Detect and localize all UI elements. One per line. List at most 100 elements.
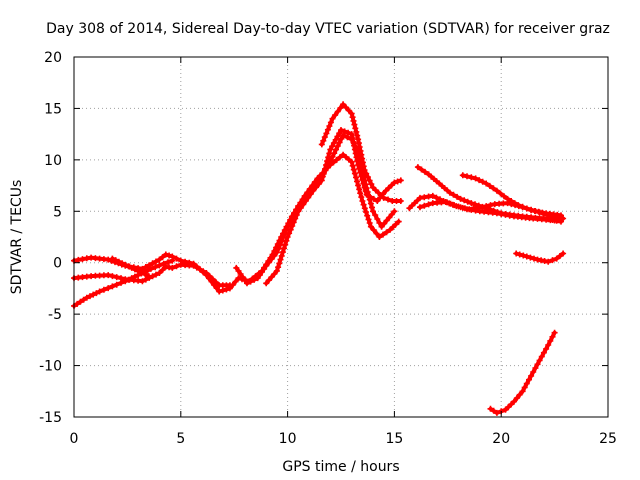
data-point-marker [80,296,87,303]
data-point-marker [354,132,361,139]
data-point-marker [385,196,391,203]
data-point-marker [521,384,528,391]
series-track-g [318,101,404,204]
data-point-marker [324,126,331,133]
data-point-marker [337,104,344,111]
data-point-marker [501,193,507,200]
data-point-marker [520,252,527,259]
data-point-marker [334,108,341,115]
data-point-marker [457,204,464,211]
data-point-marker [273,249,280,256]
y-tick-label: 5 [53,204,62,220]
data-point-marker [511,398,517,405]
data-point-marker [142,276,149,283]
data-point-marker [275,245,282,252]
data-point-marker [336,139,343,146]
data-point-marker [112,257,119,264]
data-point-marker [340,101,347,108]
data-point-marker [348,110,355,117]
data-point-marker [232,278,239,285]
data-point-marker [350,138,357,145]
data-point-marker [486,182,493,189]
data-point-marker [515,203,522,210]
x-tick-label: 25 [599,431,617,447]
data-point-marker [156,270,163,276]
data-point-marker [490,185,497,192]
data-point-marker [527,254,534,261]
data-point-marker [139,278,146,285]
data-point-marker [380,194,387,201]
data-point-marker [365,216,372,223]
data-point-marker [293,212,300,218]
data-point-marker [226,282,233,289]
data-point-marker [244,280,250,287]
data-point-marker [145,273,152,280]
data-point-marker [345,107,352,114]
data-point-marker [159,266,166,273]
data-point-marker [263,262,270,269]
data-point-marker [338,135,345,142]
data-point-marker [247,278,254,285]
x-tick-label: 10 [279,431,297,447]
data-point-marker [105,256,112,263]
data-point-marker [159,254,166,261]
data-point-marker [173,255,180,262]
data-point-marker [355,182,362,189]
data-point-marker [277,242,283,249]
data-point-marker [519,204,526,211]
data-point-marker [271,271,278,277]
data-point-marker [354,178,360,185]
data-point-marker [352,125,359,132]
y-tick-label: 15 [44,101,62,117]
data-point-marker [273,267,280,274]
data-point-marker [87,293,93,300]
series-track-f [263,127,404,287]
data-point-marker [119,260,126,267]
data-point-marker [544,211,551,218]
x-axis-title: GPS time / hours [282,459,399,475]
data-point-marker [374,198,381,204]
data-point-marker [366,220,373,226]
data-point-marker [350,117,357,124]
series-track-m [487,329,558,416]
data-point-marker [380,231,386,238]
data-point-marker [334,133,341,140]
data-point-marker [370,227,377,234]
data-point-marker [516,251,523,258]
data-point-marker [386,214,393,221]
data-point-marker [528,372,535,379]
data-point-marker [113,281,120,288]
data-point-marker [131,266,138,273]
y-tick-label: 10 [44,153,62,169]
data-point-marker [450,191,457,198]
data-point-marker [381,220,388,227]
data-point-marker [351,146,358,153]
data-point-marker [487,405,494,412]
data-point-marker [446,200,453,207]
data-point-marker [142,271,149,278]
data-point-marker [287,226,294,233]
data-point-marker [305,194,312,201]
series-track-d [109,255,152,280]
data-point-marker [90,291,97,298]
data-point-marker [109,273,116,280]
data-point-marker [93,290,100,297]
data-point-marker [109,255,116,262]
y-tick-label: -15 [39,410,62,426]
data-point-marker [315,180,322,187]
axis-ticks: 0 5 10 15 20 25 -15 -10 -5 0 5 10 15 20 [39,50,617,447]
data-point-marker [358,173,365,180]
data-point-marker [523,253,530,260]
data-point-marker [358,194,365,201]
data-point-marker [286,230,293,237]
data-point-marker [122,261,129,268]
data-point-marker [237,271,244,277]
data-point-marker [361,205,368,212]
data-point-marker [369,204,375,211]
series-track-c [71,257,176,309]
x-tick-label: 0 [70,431,79,447]
data-point-marker [313,184,320,191]
data-point-marker [359,159,366,166]
data-point-marker [109,283,116,290]
data-point-marker [418,166,425,173]
